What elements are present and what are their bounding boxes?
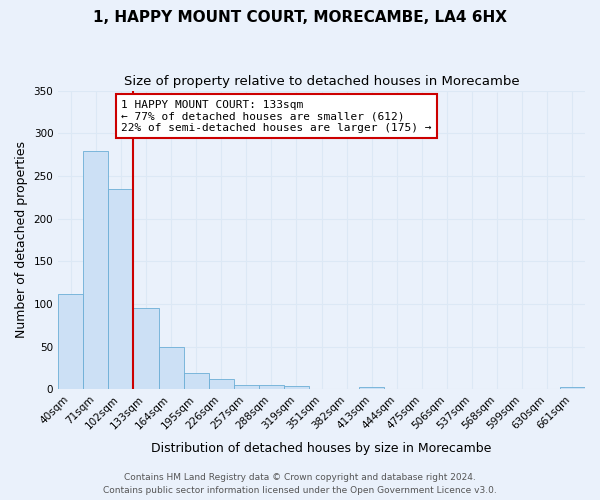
X-axis label: Distribution of detached houses by size in Morecambe: Distribution of detached houses by size … (151, 442, 492, 455)
Bar (184, 373, 209, 389)
Bar (209, 379, 234, 389)
Text: 1 HAPPY MOUNT COURT: 133sqm
← 77% of detached houses are smaller (612)
22% of se: 1 HAPPY MOUNT COURT: 133sqm ← 77% of det… (121, 100, 432, 132)
Bar (284, 386, 309, 389)
Bar (234, 385, 259, 389)
Title: Size of property relative to detached houses in Morecambe: Size of property relative to detached ho… (124, 75, 520, 88)
Bar (133, 308, 158, 389)
Bar (83, 151, 109, 389)
Bar (359, 386, 385, 389)
Text: 1, HAPPY MOUNT COURT, MORECAMBE, LA4 6HX: 1, HAPPY MOUNT COURT, MORECAMBE, LA4 6HX (93, 10, 507, 25)
Text: Contains HM Land Registry data © Crown copyright and database right 2024.
Contai: Contains HM Land Registry data © Crown c… (103, 474, 497, 495)
Bar (259, 385, 284, 389)
Bar (560, 386, 585, 389)
Y-axis label: Number of detached properties: Number of detached properties (15, 142, 28, 338)
Bar (158, 348, 184, 389)
Bar (109, 188, 133, 389)
Bar (58, 294, 83, 389)
